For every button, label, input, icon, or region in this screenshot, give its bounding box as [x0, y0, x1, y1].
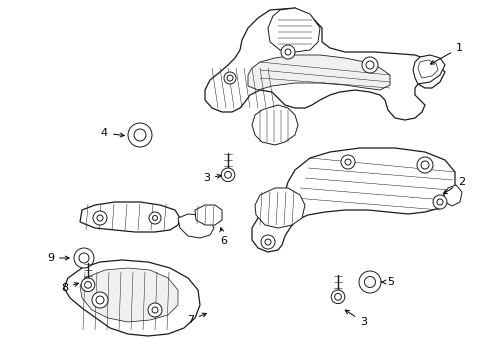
Polygon shape: [80, 268, 178, 322]
Circle shape: [345, 159, 351, 165]
Polygon shape: [413, 55, 445, 84]
Circle shape: [96, 296, 104, 304]
Polygon shape: [178, 214, 214, 238]
Text: 8: 8: [61, 283, 78, 293]
Circle shape: [134, 129, 146, 141]
Polygon shape: [80, 202, 180, 232]
Circle shape: [81, 278, 95, 292]
Polygon shape: [268, 8, 320, 52]
Text: 3: 3: [345, 310, 367, 327]
Circle shape: [152, 307, 158, 313]
Circle shape: [149, 212, 161, 224]
Circle shape: [97, 215, 103, 221]
Circle shape: [437, 199, 443, 205]
Circle shape: [93, 211, 107, 225]
Text: 4: 4: [101, 128, 124, 138]
Polygon shape: [444, 185, 462, 206]
Circle shape: [417, 157, 433, 173]
Circle shape: [281, 45, 295, 59]
Circle shape: [152, 216, 157, 220]
Text: 3: 3: [203, 173, 221, 183]
Text: 1: 1: [430, 43, 463, 64]
Polygon shape: [248, 55, 390, 90]
Polygon shape: [195, 205, 222, 225]
Polygon shape: [64, 260, 200, 336]
Circle shape: [85, 282, 92, 288]
Circle shape: [224, 72, 236, 84]
Text: 7: 7: [187, 313, 206, 325]
Circle shape: [335, 293, 342, 300]
Polygon shape: [418, 60, 438, 78]
Circle shape: [433, 195, 447, 209]
Circle shape: [421, 161, 429, 169]
Polygon shape: [252, 105, 298, 145]
Circle shape: [366, 61, 374, 69]
Polygon shape: [205, 8, 445, 120]
Text: 6: 6: [220, 228, 227, 246]
Circle shape: [227, 75, 233, 81]
Circle shape: [362, 57, 378, 73]
Circle shape: [221, 168, 235, 181]
Circle shape: [285, 49, 291, 55]
Circle shape: [74, 248, 94, 268]
Circle shape: [261, 235, 275, 249]
Circle shape: [359, 271, 381, 293]
Circle shape: [224, 171, 231, 178]
Text: 2: 2: [443, 177, 465, 194]
Text: 9: 9: [47, 253, 69, 263]
Circle shape: [128, 123, 152, 147]
Circle shape: [148, 303, 162, 317]
Circle shape: [331, 290, 345, 303]
Circle shape: [79, 253, 89, 263]
Circle shape: [365, 276, 375, 288]
Circle shape: [92, 292, 108, 308]
Polygon shape: [252, 148, 455, 252]
Polygon shape: [255, 188, 305, 228]
Circle shape: [341, 155, 355, 169]
Circle shape: [265, 239, 271, 245]
Text: 5: 5: [381, 277, 394, 287]
